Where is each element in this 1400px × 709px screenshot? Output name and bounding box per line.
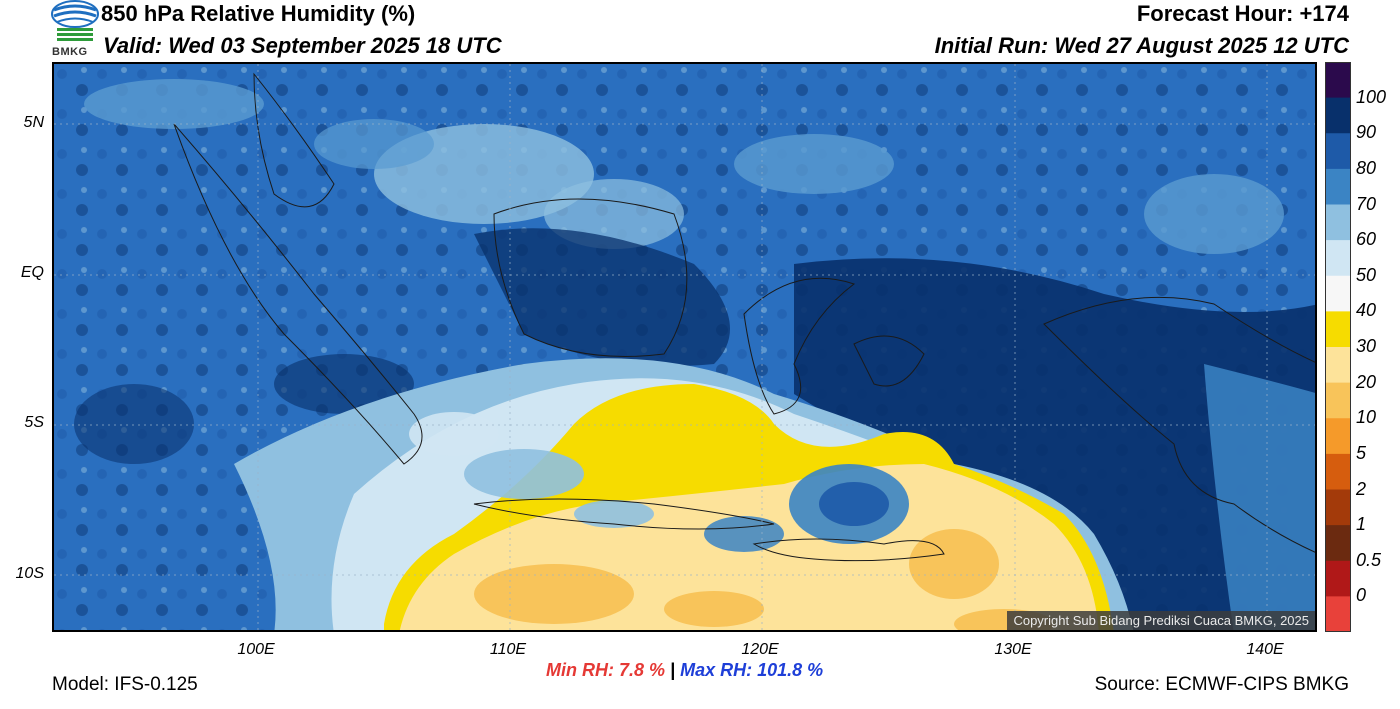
model-name: Model: IFS-0.125	[52, 674, 198, 695]
colorbar-label: 80	[1356, 157, 1377, 178]
lon-label-140e: 140E	[1246, 641, 1284, 658]
colorbar-label: 90	[1356, 122, 1377, 143]
min-rh: Min RH: 7.8 %	[546, 660, 666, 680]
lon-label-100e: 100E	[237, 641, 275, 658]
lon-label-110e: 110E	[489, 641, 527, 658]
colorbar-label: 0.5	[1356, 549, 1382, 570]
colorbar-swatch	[1325, 418, 1351, 455]
colorbar-label: 50	[1356, 264, 1377, 285]
colorbar-swatch	[1325, 133, 1351, 170]
logo-text: BMKG	[52, 46, 88, 58]
lat-label-5s: 5S	[24, 414, 44, 431]
colorbar-label: 70	[1356, 193, 1377, 214]
colorbar-label: 40	[1356, 300, 1377, 321]
colorbar-swatch	[1325, 62, 1351, 99]
colorbar-swatch	[1325, 311, 1351, 348]
lat-label-5n: 5N	[23, 114, 44, 131]
colorbar-swatch	[1325, 97, 1351, 134]
graticule	[54, 64, 1315, 630]
colorbar-swatch	[1325, 525, 1351, 562]
humidity-map[interactable]	[52, 62, 1317, 632]
colorbar-label: 2	[1356, 478, 1367, 499]
colorbar-swatch	[1325, 560, 1351, 597]
colorbar-label: 10	[1356, 407, 1377, 428]
colorbar-swatch	[1325, 489, 1351, 526]
colorbar-swatch	[1325, 382, 1351, 419]
map-title: 850 hPa Relative Humidity (%)	[101, 1, 416, 26]
colorbar-label: 100	[1356, 86, 1387, 107]
colorbar-swatch	[1325, 275, 1351, 312]
stats-separator: |	[670, 660, 676, 680]
max-rh: Max RH: 101.8 %	[680, 660, 824, 680]
colorbar-swatch	[1325, 240, 1351, 277]
valid-time: Valid: Wed 03 September 2025 18 UTC	[103, 33, 502, 58]
rh-stats: Min RH: 7.8 % | Max RH: 101.8 %	[546, 660, 823, 681]
colorbar-swatch	[1325, 347, 1351, 384]
bmkg-logo	[51, 0, 99, 60]
colorbar-label: 0	[1356, 585, 1367, 606]
colorbar	[1325, 62, 1351, 633]
humidity-field	[54, 64, 1315, 630]
coastlines	[173, 72, 1315, 562]
colorbar-label: 20	[1356, 371, 1377, 392]
colorbar-swatch	[1325, 168, 1351, 205]
lon-label-130e: 130E	[994, 641, 1032, 658]
colorbar-swatch	[1325, 453, 1351, 490]
colorbar-swatch	[1325, 596, 1351, 633]
copyright-notice: Copyright Sub Bidang Prediksi Cuaca BMKG…	[1007, 611, 1315, 630]
lat-label-eq: EQ	[20, 264, 44, 281]
colorbar-label: 5	[1356, 442, 1367, 463]
colorbar-label: 1	[1356, 514, 1367, 535]
colorbar-label: 30	[1356, 336, 1377, 356]
data-source: Source: ECMWF-CIPS BMKG	[1094, 674, 1349, 695]
lat-label-10s: 10S	[15, 565, 44, 582]
colorbar-label: 60	[1356, 229, 1377, 250]
forecast-hour: Forecast Hour: +174	[1136, 1, 1349, 26]
colorbar-swatch	[1325, 204, 1351, 241]
initial-run: Initial Run: Wed 27 August 2025 12 UTC	[934, 33, 1349, 58]
colorbar-scale	[1325, 62, 1351, 633]
lon-label-120e: 120E	[741, 641, 779, 658]
